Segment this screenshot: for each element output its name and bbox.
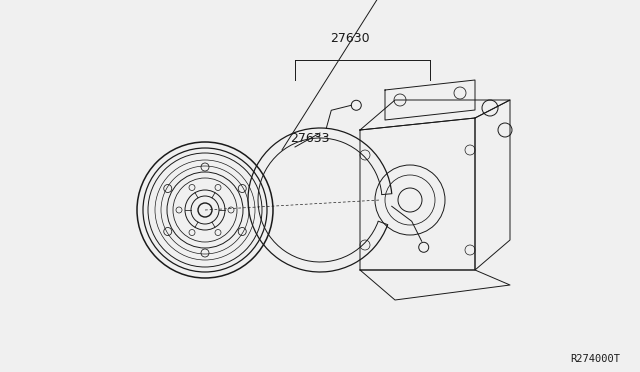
Text: 27633: 27633 [290, 132, 330, 145]
Text: 27630: 27630 [330, 32, 370, 45]
Text: R274000T: R274000T [570, 354, 620, 364]
